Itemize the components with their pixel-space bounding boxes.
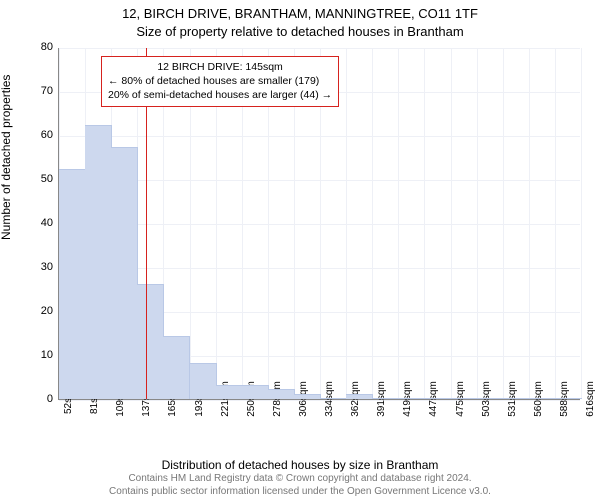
histogram-bar xyxy=(424,398,451,399)
x-tick-label: 531sqm xyxy=(503,381,518,417)
histogram-bar xyxy=(111,147,138,399)
x-tick-label: 278sqm xyxy=(268,381,283,417)
histogram-bar xyxy=(85,125,112,399)
gridline-v xyxy=(398,48,399,399)
y-tick-label: 80 xyxy=(41,41,59,53)
page-title-address: 12, BIRCH DRIVE, BRANTHAM, MANNINGTREE, … xyxy=(0,6,600,21)
callout-property-size: 12 BIRCH DRIVE: 145sqm xyxy=(108,60,332,74)
y-tick-label: 20 xyxy=(41,305,59,317)
x-tick-label: 475sqm xyxy=(451,381,466,417)
histogram-bar xyxy=(477,398,504,399)
gridline-v xyxy=(424,48,425,399)
histogram-bar xyxy=(320,398,347,399)
footer-line-2: Contains public sector information licen… xyxy=(0,486,600,499)
x-tick-label: 560sqm xyxy=(529,381,544,417)
footer-line-1: Contains HM Land Registry data © Crown c… xyxy=(0,473,600,486)
histogram-bar xyxy=(294,394,321,399)
y-tick-label: 50 xyxy=(41,173,59,185)
gridline-v xyxy=(477,48,478,399)
gridline-v xyxy=(372,48,373,399)
attribution-footer: Contains HM Land Registry data © Crown c… xyxy=(0,473,600,498)
y-axis-label: Number of detached properties xyxy=(0,75,13,240)
x-tick-label: 588sqm xyxy=(555,381,570,417)
page-title-subtitle: Size of property relative to detached ho… xyxy=(0,24,600,39)
gridline-v xyxy=(346,48,347,399)
x-tick-label: 362sqm xyxy=(346,381,361,417)
histogram-bar xyxy=(163,336,190,399)
histogram-bar xyxy=(529,398,556,399)
x-tick-label: 334sqm xyxy=(320,381,335,417)
histogram-bar xyxy=(398,398,425,399)
histogram-bar xyxy=(59,169,86,399)
histogram-bar xyxy=(503,398,530,399)
histogram-bar xyxy=(268,389,295,399)
gridline-v xyxy=(555,48,556,399)
x-axis-label: Distribution of detached houses by size … xyxy=(0,458,600,472)
histogram-plot: 0102030405060708052sqm81sqm109sqm137sqm1… xyxy=(58,48,580,400)
histogram-bar xyxy=(242,385,269,399)
callout-smaller-line: ← 80% of detached houses are smaller (17… xyxy=(108,74,332,88)
histogram-bar xyxy=(451,398,478,399)
x-tick-label: 419sqm xyxy=(398,381,413,417)
histogram-bar xyxy=(372,398,399,399)
y-tick-label: 10 xyxy=(41,349,59,361)
gridline-v xyxy=(581,48,582,399)
x-tick-label: 616sqm xyxy=(581,381,596,417)
x-tick-label: 306sqm xyxy=(294,381,309,417)
x-tick-label: 503sqm xyxy=(477,381,492,417)
y-tick-label: 0 xyxy=(47,393,59,405)
y-tick-label: 70 xyxy=(41,85,59,97)
histogram-bar xyxy=(137,284,164,399)
gridline-v xyxy=(451,48,452,399)
histogram-bar xyxy=(555,398,582,399)
histogram-bar xyxy=(190,363,217,399)
callout-larger-line: 20% of semi-detached houses are larger (… xyxy=(108,88,332,102)
y-tick-label: 60 xyxy=(41,129,59,141)
histogram-bar xyxy=(346,394,373,399)
histogram-bar xyxy=(216,385,243,399)
gridline-v xyxy=(529,48,530,399)
callout-box: 12 BIRCH DRIVE: 145sqm ← 80% of detached… xyxy=(101,56,339,107)
x-tick-label: 447sqm xyxy=(424,381,439,417)
x-tick-label: 391sqm xyxy=(372,381,387,417)
gridline-v xyxy=(503,48,504,399)
y-tick-label: 30 xyxy=(41,261,59,273)
y-tick-label: 40 xyxy=(41,217,59,229)
